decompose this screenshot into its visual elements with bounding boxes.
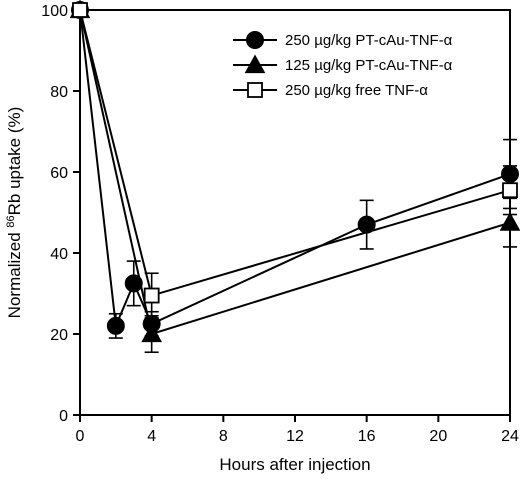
y-tick-label: 40 [50, 246, 68, 263]
series-line [79, 9, 511, 330]
data-point [124, 274, 143, 293]
y-axis-label-superscript: 86 [5, 215, 17, 227]
data-point [502, 182, 518, 199]
series-layer [69, 0, 520, 354]
y-tick-label: 100 [41, 3, 68, 20]
y-tick-label: 0 [59, 408, 68, 425]
legend-marker [244, 54, 266, 74]
y-axis-label-suffix: Rb uptake (%) [5, 107, 24, 216]
data-point [72, 2, 88, 18]
series-250-pt-cau [71, 1, 519, 339]
y-tick-label: 20 [50, 327, 68, 344]
series-250-free [72, 2, 518, 319]
x-tick-label: 24 [501, 428, 519, 445]
series-125-pt-cau [69, 0, 520, 354]
y-tick-label: 60 [50, 165, 68, 182]
data-point [143, 287, 160, 304]
legend-item: 250 µg/kg PT-cAu-TNF-α [233, 31, 453, 49]
y-axis-label-prefix: Normalized [5, 228, 24, 319]
data-point [106, 316, 125, 335]
x-tick-label: 0 [76, 428, 85, 445]
x-tick-label: 16 [358, 428, 376, 445]
legend: 250 µg/kg PT-cAu-TNF-α 125 µg/kg PT-cAu-T… [233, 31, 453, 99]
legend-label: 250 µg/kg free TNF-α [285, 82, 428, 99]
legend-label: 250 µg/kg PT-cAu-TNF-α [285, 32, 453, 49]
x-axis-label: Hours after injection [219, 455, 370, 474]
series-line [79, 9, 511, 297]
y-tick-label: 80 [50, 84, 68, 101]
axes: 0 4 8 12 16 20 24 0 20 40 60 80 100 [41, 3, 519, 445]
x-tick-label: 20 [429, 428, 447, 445]
data-point [141, 323, 163, 343]
legend-marker [246, 31, 264, 49]
legend-item: 250 µg/kg free TNF-α [233, 82, 428, 99]
x-tick-label: 12 [286, 428, 304, 445]
y-axis-label: Normalized 86Rb uptake (%) [5, 107, 24, 319]
legend-label: 125 µg/kg PT-cAu-TNF-α [285, 57, 453, 74]
legend-marker [247, 82, 263, 98]
x-tick-label: 8 [219, 428, 228, 445]
legend-item: 125 µg/kg PT-cAu-TNF-α [233, 54, 453, 74]
data-point [499, 212, 520, 231]
x-tick-label: 4 [147, 428, 156, 445]
